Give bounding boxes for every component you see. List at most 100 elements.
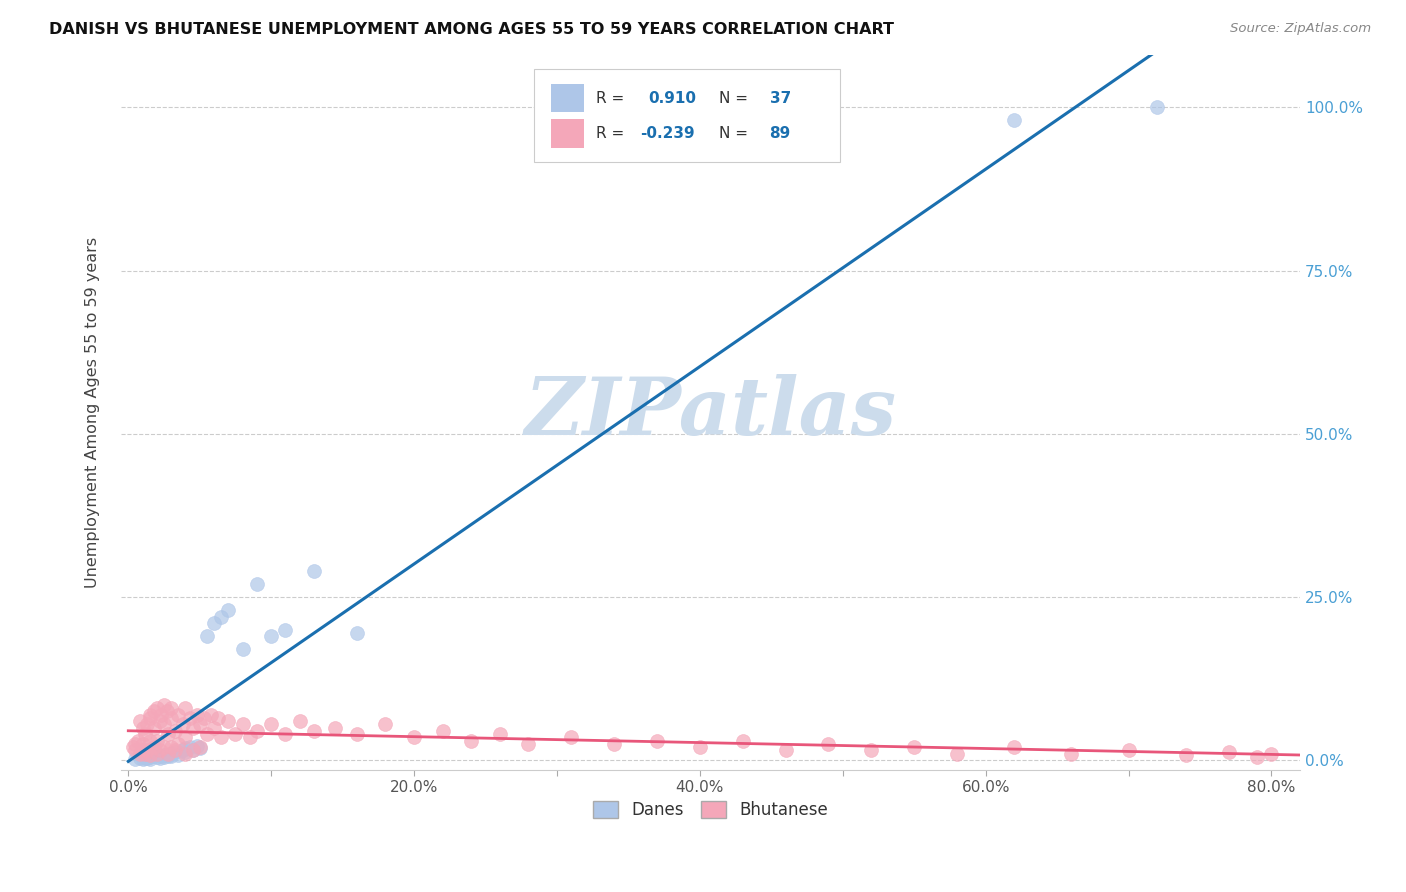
FancyBboxPatch shape — [551, 84, 585, 112]
Point — [1002, 740, 1025, 755]
Point — [603, 737, 626, 751]
Y-axis label: Unemployment Among Ages 55 to 59 years: Unemployment Among Ages 55 to 59 years — [86, 237, 100, 588]
Point — [645, 733, 668, 747]
Point — [202, 616, 225, 631]
Point — [165, 723, 187, 738]
Point — [153, 717, 176, 731]
Point — [186, 739, 208, 753]
Point — [134, 750, 156, 764]
Text: -0.239: -0.239 — [640, 127, 695, 141]
Point — [903, 740, 925, 755]
Point — [195, 727, 218, 741]
Text: R =: R = — [596, 127, 624, 141]
Point — [160, 740, 183, 755]
Point — [135, 743, 157, 757]
Point — [288, 714, 311, 728]
Point — [143, 740, 166, 755]
Point — [131, 737, 153, 751]
Point — [817, 737, 839, 751]
Point — [124, 752, 146, 766]
Point — [134, 727, 156, 741]
Point — [1246, 750, 1268, 764]
Point — [128, 747, 150, 761]
Point — [165, 745, 187, 759]
Point — [232, 642, 254, 657]
Point — [146, 750, 169, 764]
Point — [432, 723, 454, 738]
Point — [260, 717, 283, 731]
Point — [179, 740, 201, 755]
Point — [174, 745, 197, 759]
Point — [193, 711, 215, 725]
Point — [143, 721, 166, 735]
Point — [127, 733, 149, 747]
Point — [149, 748, 172, 763]
Point — [181, 743, 204, 757]
Text: N =: N = — [718, 127, 748, 141]
Point — [138, 733, 160, 747]
Point — [153, 750, 176, 764]
Point — [146, 733, 169, 747]
Point — [157, 727, 180, 741]
Point — [1260, 747, 1282, 761]
Point — [128, 751, 150, 765]
Point — [135, 717, 157, 731]
Point — [195, 629, 218, 643]
Point — [232, 717, 254, 731]
Point — [160, 749, 183, 764]
Point — [128, 714, 150, 728]
Point — [181, 721, 204, 735]
Text: 37: 37 — [769, 90, 790, 105]
Point — [121, 740, 143, 755]
Point — [138, 750, 160, 764]
Point — [138, 747, 160, 762]
Point — [346, 626, 368, 640]
Point — [143, 704, 166, 718]
Point — [488, 727, 510, 741]
Point — [946, 747, 969, 761]
Point — [167, 747, 190, 762]
Point — [302, 723, 325, 738]
Point — [274, 727, 297, 741]
Text: R =: R = — [596, 90, 624, 105]
Point — [174, 747, 197, 761]
Point — [138, 711, 160, 725]
Point — [775, 743, 797, 757]
Point — [165, 743, 187, 757]
Point — [186, 707, 208, 722]
Point — [188, 717, 211, 731]
Point — [1174, 747, 1197, 762]
Point — [246, 577, 269, 591]
Point — [202, 721, 225, 735]
Point — [167, 737, 190, 751]
Point — [860, 743, 883, 757]
Point — [160, 701, 183, 715]
Point — [153, 698, 176, 712]
Point — [174, 701, 197, 715]
Point — [135, 751, 157, 765]
Point — [246, 723, 269, 738]
Point — [517, 737, 540, 751]
Point — [160, 747, 183, 761]
Legend: Danes, Bhutanese: Danes, Bhutanese — [586, 795, 835, 826]
Point — [174, 741, 197, 756]
Point — [404, 731, 426, 745]
Point — [156, 704, 179, 718]
Point — [138, 752, 160, 766]
Point — [207, 711, 229, 725]
FancyBboxPatch shape — [534, 70, 841, 162]
Point — [302, 564, 325, 578]
Point — [1002, 113, 1025, 128]
Point — [150, 707, 173, 722]
Point — [149, 714, 172, 728]
Point — [325, 721, 347, 735]
Text: N =: N = — [718, 90, 748, 105]
Point — [134, 747, 156, 761]
Point — [153, 747, 176, 762]
Point — [146, 747, 169, 761]
Point — [374, 717, 396, 731]
Point — [131, 721, 153, 735]
Point — [157, 747, 180, 761]
Point — [560, 731, 582, 745]
Point — [188, 741, 211, 756]
